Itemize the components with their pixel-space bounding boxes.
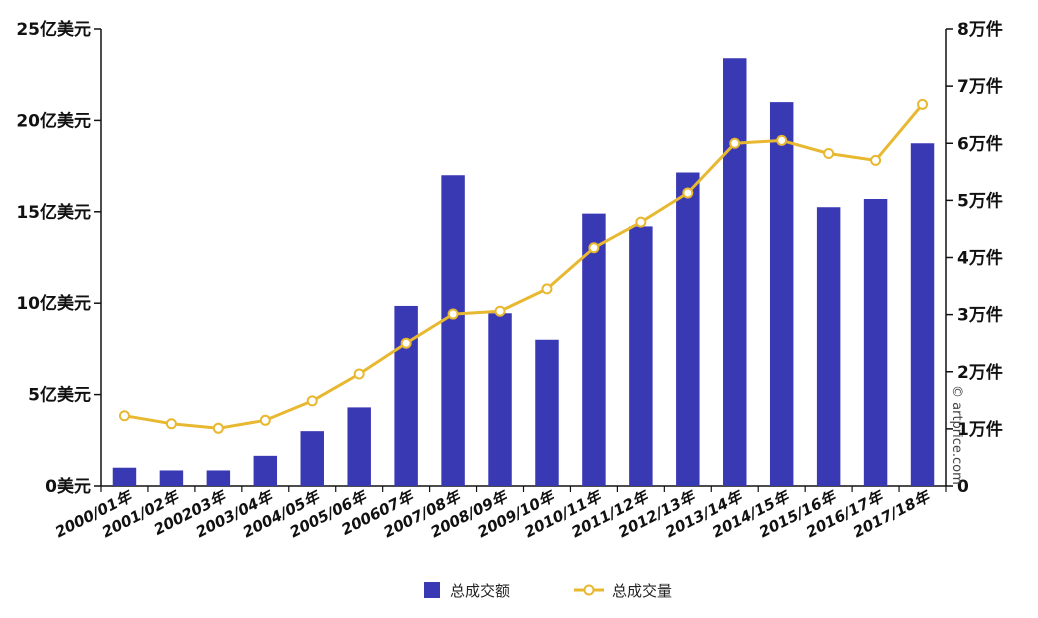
line-point [494,305,506,317]
line-point [306,395,318,407]
line-point [635,216,647,228]
left-tick-label: 20亿美元 [16,110,91,131]
line-point [917,98,929,110]
bar [863,199,888,486]
right-tick-label: 1万件 [957,419,1003,440]
line-point [259,414,271,426]
line-point [353,368,365,380]
right-axis-ticks: 0 1万件 2万件 3万件 4万件 5万件 6万件 7万件 8万件 [946,19,1003,497]
legend-label-total-value: 总成交额 [450,582,510,600]
line-point [588,242,600,254]
line-point [118,410,130,422]
bar [159,470,184,486]
bar-series [112,58,935,487]
legend-bar-swatch [424,582,440,598]
left-tick-label: 5亿美元 [28,385,91,406]
left-tick-label: 0美元 [45,476,91,497]
line-point [870,154,882,166]
left-tick-label: 15亿美元 [16,202,91,223]
left-tick-label: 10亿美元 [16,293,91,314]
legend-line-marker [583,584,595,596]
credit-text: © artprice.com [949,385,964,485]
bar [816,207,841,487]
line-point [447,308,459,320]
line-point [541,283,553,295]
right-tick-label: 7万件 [957,76,1003,97]
bar [347,407,371,486]
x-axis-ticks: 2000/01年2001/02年200203年2003/04年2004/05年2… [52,486,947,541]
bar [676,172,700,487]
bar [535,339,559,486]
bar [582,213,606,487]
line-point [682,187,694,199]
right-tick-label: 8万件 [957,19,1003,40]
line-series [118,98,929,434]
legend-label-total-volume: 总成交量 [612,582,672,600]
line-point [823,148,835,160]
right-tick-label: 3万件 [957,305,1003,326]
line-point [212,422,224,434]
left-tick-label: 25亿美元 [16,19,91,40]
right-tick-label: 5万件 [957,190,1003,211]
right-tick-label: 4万件 [957,248,1003,269]
bar [910,143,935,486]
bar [629,226,653,486]
bar [394,305,418,486]
bar [769,102,794,487]
line-point [729,137,741,149]
right-tick-label: 2万件 [957,362,1003,383]
right-tick-label: 6万件 [957,133,1003,154]
line-point [776,134,788,146]
bar [723,58,747,487]
bar [206,470,231,486]
bar [112,467,137,486]
line-point [400,337,412,349]
bar [441,175,465,487]
legend: 总成交额 总成交量 [424,582,672,600]
line-point [165,418,177,430]
right-tick-label: 0 [957,477,969,497]
series-line [124,103,924,430]
bar [253,455,278,486]
left-axis-ticks: 0美元 5亿美元 10亿美元 15亿美元 20亿美元 25亿美元 [16,19,101,497]
bar [488,313,512,486]
bar [300,431,324,486]
